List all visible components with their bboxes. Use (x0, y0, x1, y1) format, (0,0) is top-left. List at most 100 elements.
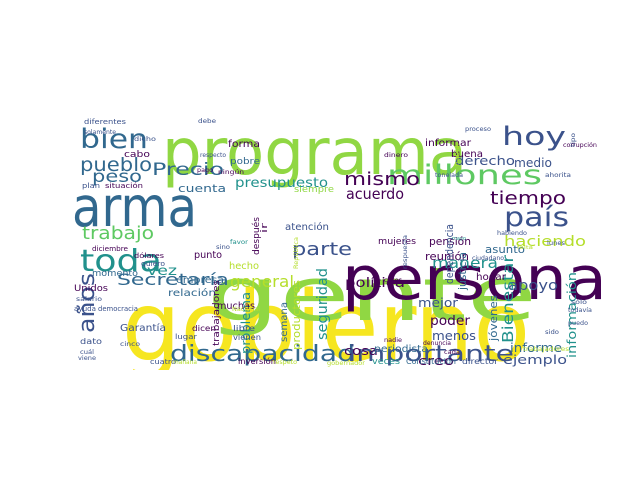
word-29: general (230, 272, 294, 291)
word-38: mejor (418, 296, 458, 310)
word-72: veces (372, 357, 400, 367)
word-117: nadie (384, 337, 402, 344)
word-46: jóvenes (487, 295, 500, 342)
word-31: política (345, 276, 405, 291)
word-39: creo (418, 354, 454, 368)
word-63: forma (228, 139, 260, 150)
word-111: puedo (568, 320, 588, 327)
word-95: cuatro (150, 358, 176, 366)
word-68: después (251, 217, 262, 255)
word-115: denuncia (423, 340, 451, 347)
word-97: debe (198, 118, 216, 125)
word-21: manera (432, 254, 498, 272)
word-71: mujeres (378, 237, 416, 247)
word-1: gente (207, 252, 537, 338)
word-26: acuerdo (346, 185, 404, 203)
word-86: diciembre (92, 245, 128, 253)
word-45: Garantía (120, 322, 166, 334)
word-28: medio (514, 156, 552, 170)
word-41: cuenta (178, 182, 226, 195)
word-112: sido (545, 329, 559, 336)
word-108: ciudadano (472, 255, 504, 262)
word-0: gobierno (122, 271, 530, 370)
word-75: Constitución (406, 356, 456, 366)
word-59: atención (285, 221, 329, 233)
word-90: salario (76, 296, 102, 303)
word-52: productores (290, 280, 303, 350)
word-43: empresa (176, 275, 224, 286)
word-35: ejemplo (503, 353, 567, 367)
word-83: plan (82, 182, 100, 190)
word-12: trabajo (82, 223, 154, 244)
word-106: lunes (547, 240, 565, 247)
word-88: ayuda (74, 305, 96, 313)
word-13: tiempo (490, 188, 566, 209)
word-120: favor (230, 239, 249, 246)
word-79: vienen (233, 333, 261, 342)
word-58: trabajadores (212, 280, 222, 346)
word-74: inversión (238, 356, 276, 366)
word-104: corrupción (563, 142, 597, 149)
word-22: apoyo (508, 278, 558, 294)
word-85: dólares (134, 252, 164, 260)
word-114: falta (517, 245, 533, 251)
word-3: persona (342, 244, 606, 314)
word-20: peso (92, 167, 142, 187)
word-119: sino (216, 244, 230, 251)
word-18: Precio (152, 160, 224, 180)
word-122: hablar (454, 141, 461, 166)
word-109: sólo (571, 299, 587, 306)
word-101: proceso (465, 126, 491, 133)
word-57: semana (279, 302, 290, 342)
word-105: ahorita (545, 172, 571, 179)
word-121: respuesta (402, 235, 409, 269)
word-69: ir (260, 223, 270, 233)
word-62: punto (194, 250, 222, 261)
word-49: asunto (485, 243, 525, 256)
word-48: justicia (456, 252, 469, 291)
word-4: arma (72, 175, 197, 239)
word-27: derecho (455, 154, 515, 168)
word-11: toda (80, 244, 162, 279)
word-37: menos (432, 329, 476, 343)
word-25: presupuesto (235, 176, 328, 191)
word-128: tipo (570, 133, 577, 147)
word-17: Secretaría (117, 270, 229, 289)
word-36: poder (430, 314, 471, 329)
word-24: información (565, 272, 579, 358)
word-30: seguridad (315, 268, 331, 340)
word-60: momento (92, 269, 139, 279)
word-51: dependencia (443, 224, 456, 284)
word-127: mayo (452, 236, 466, 242)
word-44: relación (168, 287, 216, 299)
word-77: lugar (175, 333, 197, 341)
word-66: pobre (230, 157, 261, 167)
word-50: pensión (429, 235, 471, 248)
word-76: dicen (192, 324, 216, 333)
word-93: cuál (80, 349, 94, 356)
word-40: problema (239, 292, 253, 354)
word-103: tonelada (435, 172, 463, 179)
word-110: todavía (568, 307, 592, 314)
word-56: muchas (217, 301, 255, 312)
word-126: respeto (273, 359, 297, 366)
word-7: millones (387, 160, 542, 191)
word-5: discapacidad (170, 342, 355, 367)
word-15: mismo (344, 169, 420, 190)
word-6: importante (348, 342, 514, 367)
word-9: bien (80, 124, 148, 155)
word-33: cosa (344, 344, 378, 358)
word-23: haciendo (504, 234, 586, 250)
word-67: cabo (124, 150, 151, 160)
word-99: pago (197, 167, 213, 174)
word-42: vez (147, 264, 177, 279)
word-32: Bienestar (499, 254, 517, 343)
word-47: reunión (425, 250, 469, 263)
word-98: respecto (200, 152, 226, 159)
word-116: cada (444, 349, 460, 356)
word-113: trabajadores (523, 346, 569, 353)
word-19: parte (292, 239, 352, 260)
word-96: mañana (173, 359, 197, 366)
word-91: dato (80, 337, 102, 346)
word-61: Unidos (74, 284, 108, 294)
